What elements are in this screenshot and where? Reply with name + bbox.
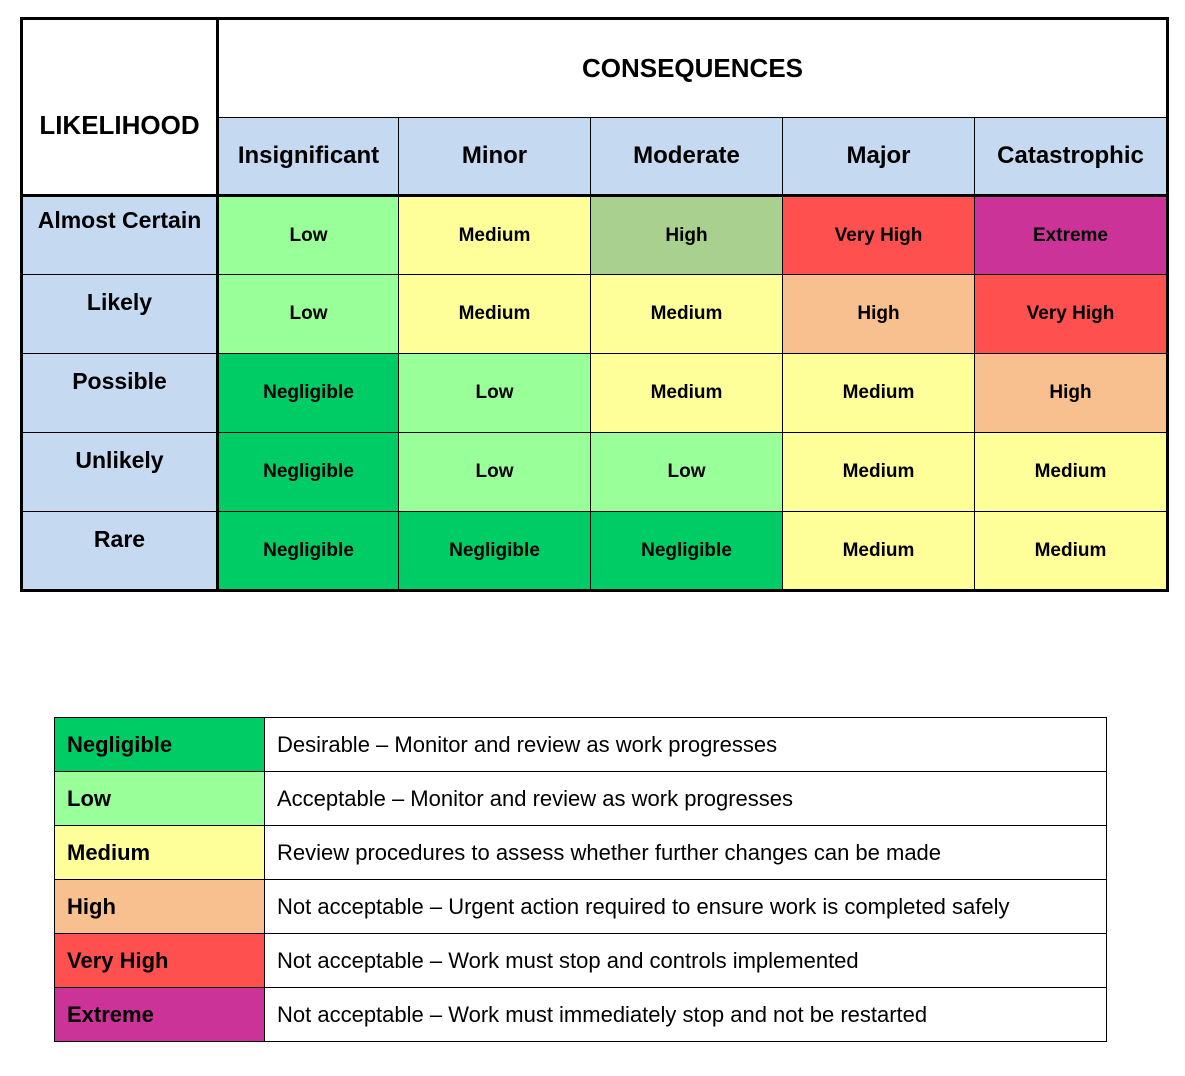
risk-cell: Medium — [590, 353, 783, 433]
risk-cell: Extreme — [974, 195, 1168, 275]
risk-cell: Very High — [782, 195, 975, 275]
legend-description: Acceptable – Monitor and review as work … — [264, 771, 1107, 826]
risk-cell: Medium — [782, 511, 975, 591]
legend-row-medium: Medium Review procedures to assess wheth… — [54, 825, 1107, 880]
matrix-row-likely: Likely Low Medium Medium High Very High — [21, 274, 1168, 354]
likelihood-almost-certain: Almost Certain — [21, 195, 219, 275]
consequence-minor: Minor — [398, 117, 591, 197]
legend-level: Extreme — [54, 987, 265, 1042]
consequence-insignificant: Insignificant — [217, 117, 399, 197]
risk-cell: High — [974, 353, 1168, 433]
likelihood-rare: Rare — [21, 511, 219, 591]
matrix-row-rare: Rare Negligible Negligible Negligible Me… — [21, 511, 1168, 591]
risk-cell: Low — [398, 353, 591, 433]
legend-description: Review procedures to assess whether furt… — [264, 825, 1107, 880]
legend-description: Desirable – Monitor and review as work p… — [264, 717, 1107, 772]
consequences-header: CONSEQUENCES — [217, 18, 1168, 118]
risk-cell: Negligible — [398, 511, 591, 591]
risk-cell: Low — [590, 432, 783, 512]
risk-legend: Negligible Desirable – Monitor and revie… — [54, 717, 1107, 1042]
legend-row-negligible: Negligible Desirable – Monitor and revie… — [54, 717, 1107, 772]
legend-level: Very High — [54, 933, 265, 988]
risk-cell: Negligible — [217, 511, 399, 591]
likelihood-unlikely: Unlikely — [21, 432, 219, 512]
legend-level: Negligible — [54, 717, 265, 772]
risk-cell: Negligible — [590, 511, 783, 591]
risk-cell: Medium — [782, 353, 975, 433]
likelihood-possible: Possible — [21, 353, 219, 433]
legend-row-low: Low Acceptable – Monitor and review as w… — [54, 771, 1107, 826]
likelihood-header: LIKELIHOOD — [21, 18, 219, 197]
legend-row-extreme: Extreme Not acceptable – Work must immed… — [54, 987, 1107, 1042]
likelihood-likely: Likely — [21, 274, 219, 354]
risk-cell: Medium — [974, 432, 1168, 512]
risk-cell: Medium — [590, 274, 783, 354]
risk-matrix: LIKELIHOOD CONSEQUENCES Insignificant Mi… — [20, 17, 1169, 592]
consequence-catastrophic: Catastrophic — [974, 117, 1168, 197]
legend-level: High — [54, 879, 265, 934]
legend-level: Low — [54, 771, 265, 826]
legend-row-very-high: Very High Not acceptable – Work must sto… — [54, 933, 1107, 988]
risk-cell: Medium — [974, 511, 1168, 591]
consequence-moderate: Moderate — [590, 117, 783, 197]
matrix-row-unlikely: Unlikely Negligible Low Low Medium Mediu… — [21, 432, 1168, 512]
risk-cell: Medium — [398, 274, 591, 354]
risk-cell: Low — [398, 432, 591, 512]
risk-cell: Low — [217, 195, 399, 275]
risk-cell: Negligible — [217, 432, 399, 512]
risk-cell: High — [782, 274, 975, 354]
risk-cell: High — [590, 195, 783, 275]
legend-level: Medium — [54, 825, 265, 880]
risk-cell: Very High — [974, 274, 1168, 354]
legend-description: Not acceptable – Work must immediately s… — [264, 987, 1107, 1042]
matrix-row-possible: Possible Negligible Low Medium Medium Hi… — [21, 353, 1168, 433]
risk-cell: Negligible — [217, 353, 399, 433]
legend-description: Not acceptable – Urgent action required … — [264, 879, 1107, 934]
matrix-row-almost-certain: Almost Certain Low Medium High Very High… — [21, 195, 1168, 275]
risk-cell: Medium — [398, 195, 591, 275]
risk-cell: Low — [217, 274, 399, 354]
legend-description: Not acceptable – Work must stop and cont… — [264, 933, 1107, 988]
risk-cell: Medium — [782, 432, 975, 512]
consequence-major: Major — [782, 117, 975, 197]
legend-row-high: High Not acceptable – Urgent action requ… — [54, 879, 1107, 934]
